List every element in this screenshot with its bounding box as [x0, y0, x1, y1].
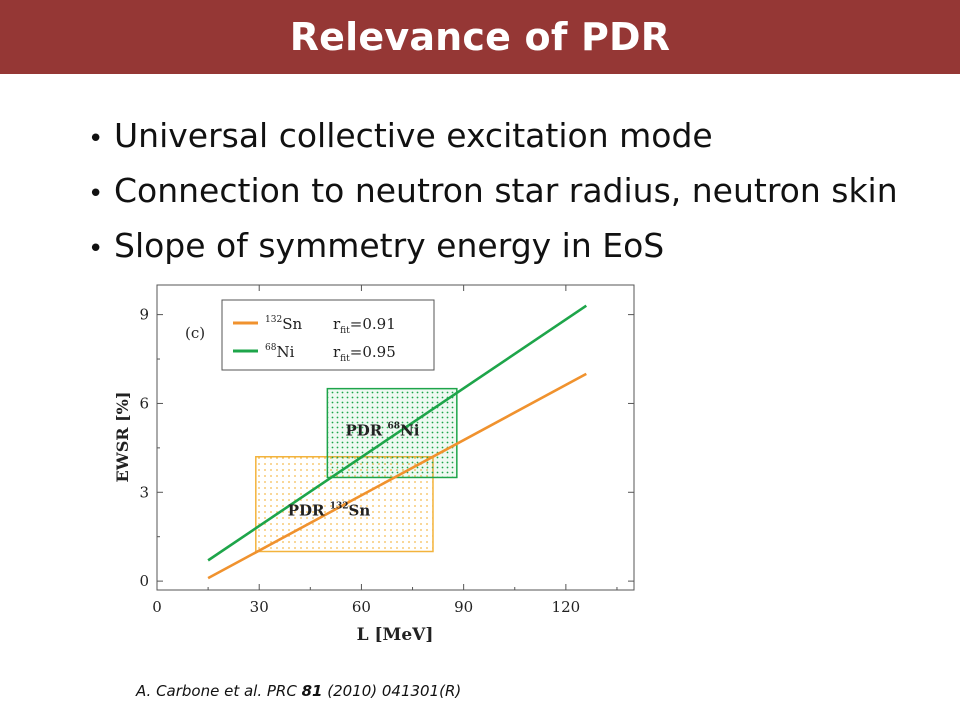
bullet-text: Universal collective excitation mode: [114, 116, 713, 155]
bullet-list: • Universal collective excitation mode • C…: [88, 110, 898, 275]
panel-label: (c): [185, 324, 205, 342]
legend-fit-sn: rfit=0.91: [333, 315, 396, 336]
pdr-ni-label: PDR 68Ni: [345, 422, 419, 440]
x-axis-label: L [MeV]: [357, 625, 434, 645]
ewsr-chart: 0 30 60 90 120 0 3 6 9 PDR 132Sn PDR 68Ni (c) 13…: [113, 284, 635, 645]
series-line-ni: [207, 304, 588, 562]
bullet-text: Connection to neutron star radius, neutr…: [114, 171, 898, 210]
y-tick-label: 6: [139, 394, 149, 412]
bullet-item: • Connection to neutron star radius, neut…: [88, 165, 898, 220]
slide-title: Relevance of PDR: [289, 15, 671, 59]
y-tick-label: 3: [139, 483, 149, 501]
legend-series-sn: 132Sn: [265, 315, 302, 333]
citation-authors: A. Carbone et al. PRC: [136, 682, 302, 700]
bullet-text: Slope of symmetry energy in EoS: [114, 226, 665, 265]
legend-box: [221, 299, 435, 371]
bullet-icon: •: [88, 124, 104, 154]
legend-fit-ni: rfit=0.95: [333, 343, 396, 364]
citation-volume: 81: [301, 682, 323, 700]
pdr-sn-label: PDR 132Sn: [288, 501, 371, 519]
legend: 132Sn rfit=0.91 68Ni rfit=0.95: [221, 299, 435, 371]
citation: A. Carbone et al. PRC 81 (2010) 041301(R…: [136, 682, 461, 700]
x-tick-label: 90: [454, 598, 473, 616]
title-bar: Relevance of PDR: [0, 0, 960, 74]
series-line-sn: [207, 372, 587, 580]
bullet-icon: •: [88, 179, 104, 209]
bullet-item: • Universal collective excitation mode: [88, 110, 898, 165]
pdr-ni-region-tint: [327, 388, 457, 478]
axis-ticks: 0 30 60 90 120 0 3 6 9: [139, 285, 634, 616]
bullet-item: • Slope of symmetry energy in EoS: [88, 220, 898, 275]
bullet-icon: •: [88, 234, 104, 264]
y-tick-label: 0: [139, 572, 149, 590]
x-tick-label: 30: [250, 598, 269, 616]
y-tick-label: 9: [139, 306, 149, 324]
pdr-ni-region: [326, 387, 458, 479]
x-tick-label: 120: [552, 598, 581, 616]
y-axis-label: EWSR [%]: [113, 392, 132, 483]
x-tick-label: 60: [352, 598, 371, 616]
legend-series-ni: 68Ni: [265, 343, 295, 361]
citation-details: (2010) 041301(R): [322, 682, 462, 700]
x-tick-label: 0: [152, 598, 162, 616]
